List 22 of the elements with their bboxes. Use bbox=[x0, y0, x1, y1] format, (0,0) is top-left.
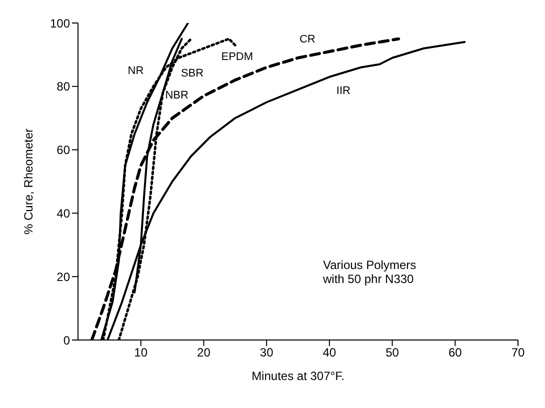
x-tick-label: 70 bbox=[511, 346, 525, 360]
x-tick-label: 20 bbox=[197, 346, 211, 360]
y-tick-label: 0 bbox=[63, 333, 70, 348]
series-label: NBR bbox=[165, 90, 189, 102]
series-label: CR bbox=[299, 33, 316, 46]
x-tick-label: 60 bbox=[448, 346, 462, 360]
x-tick-label: 10 bbox=[134, 346, 148, 360]
series-label: IIR bbox=[336, 84, 351, 97]
series-label: SBR bbox=[180, 67, 204, 80]
x-tick-label: 30 bbox=[260, 346, 274, 360]
y-tick-label: 80 bbox=[56, 80, 70, 94]
series-label: EPDM bbox=[221, 51, 254, 64]
y-tick-label: 100 bbox=[50, 16, 70, 30]
y-axis-title: % Cure, Rheometer bbox=[21, 128, 36, 235]
y-tick-label: 60 bbox=[56, 143, 70, 158]
y-tick-label: 40 bbox=[56, 206, 70, 220]
series-label: NR bbox=[128, 64, 144, 77]
x-tick-label: 50 bbox=[386, 346, 400, 360]
y-tick-label: 20 bbox=[56, 270, 70, 284]
x-axis-title: Minutes at 307°F. bbox=[252, 369, 344, 383]
x-tick-label: 40 bbox=[322, 346, 336, 360]
annotation: Various Polymers with 50 phr N330 bbox=[323, 258, 416, 286]
